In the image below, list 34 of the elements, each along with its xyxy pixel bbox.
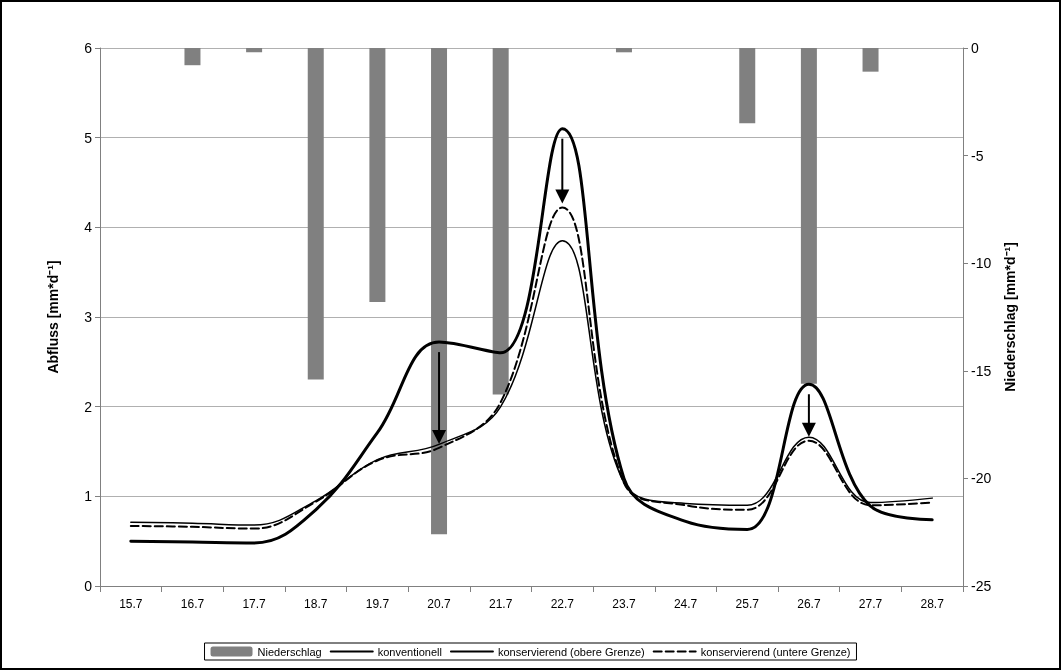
y-tick-label: 3 xyxy=(84,309,93,325)
y-axis-title: Abfluss [mm*d⁻¹] xyxy=(45,260,61,374)
x-tick-label: 28.7 xyxy=(920,597,945,611)
x-tick-label: 17.7 xyxy=(242,597,267,611)
legend-label: konservierend (untere Grenze) xyxy=(700,645,851,658)
x-tick-label: 27.7 xyxy=(858,597,883,611)
legend-label: konventionell xyxy=(377,645,442,658)
x-tick-label: 16.7 xyxy=(180,597,205,611)
x-tick-label: 21.7 xyxy=(489,597,513,611)
y-tick-label: 4 xyxy=(84,219,93,236)
y2-tick-label: -20 xyxy=(971,470,992,487)
y-tick-label: 2 xyxy=(84,398,93,415)
y2-tick-label: -15 xyxy=(971,362,992,379)
line-series xyxy=(129,127,934,545)
x-tick-label: 24.7 xyxy=(673,597,698,611)
legend-label: Niederschlag xyxy=(257,645,322,658)
legend-label: konservierend (obere Grenze) xyxy=(497,645,645,658)
y2-tick-label: 0 xyxy=(971,40,979,56)
x-tick-label: 19.7 xyxy=(365,597,390,611)
y-tick-label: 1 xyxy=(84,488,93,505)
y-tick-label: 5 xyxy=(84,129,93,146)
x-tick-label: 18.7 xyxy=(304,597,328,611)
x-tick-label: 26.7 xyxy=(797,597,821,611)
y-tick-label: 6 xyxy=(84,40,93,56)
y2-tick-label: -25 xyxy=(971,578,992,594)
x-tick-label: 25.7 xyxy=(735,597,760,611)
x-tick-label: 23.7 xyxy=(612,597,636,611)
x-tick-label: 15.7 xyxy=(119,597,143,611)
y-tick-label: 0 xyxy=(84,578,93,594)
y2-axis-title: Niederschlag [mm*d⁻¹] xyxy=(1002,242,1018,392)
x-tick-label: 20.7 xyxy=(427,597,452,611)
y2-tick-label: -5 xyxy=(971,147,984,164)
x-tick-label: 22.7 xyxy=(550,597,575,611)
y2-tick-label: -10 xyxy=(971,255,992,272)
